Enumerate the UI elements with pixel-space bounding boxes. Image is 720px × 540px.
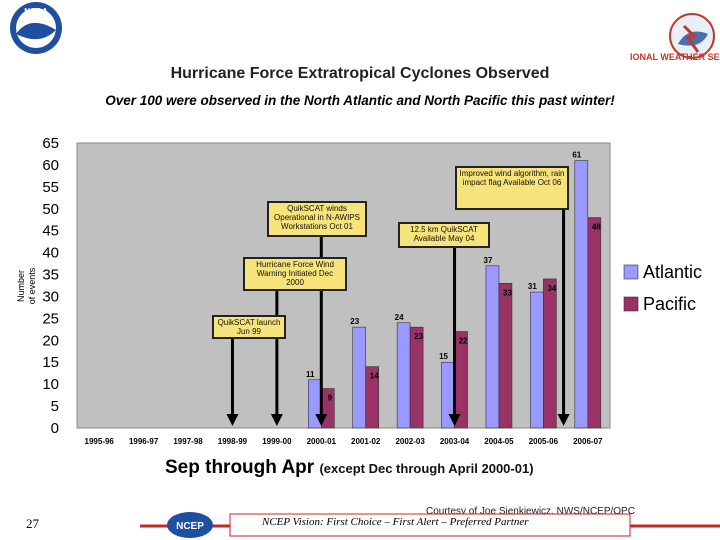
bar-pacific [543, 278, 557, 429]
data-label: 34 [547, 284, 556, 293]
bar-atlantic [530, 291, 544, 429]
chart-subtitle: Over 100 were observed in the North Atla… [105, 93, 615, 108]
nws-logo: IONAL WEATHER SERV [630, 13, 720, 62]
x-tick-label: 2000-01 [307, 437, 337, 446]
annotation-box: Hurricane Force Wind Warning Initiated D… [243, 257, 347, 291]
data-label: 33 [503, 288, 512, 297]
x-axis-label-note: (except Dec through April 2000-01) [319, 461, 534, 476]
annotation-box: Improved wind algorithm, rain impact fla… [455, 166, 569, 210]
bar-atlantic [396, 322, 411, 429]
y-tick-label: 10 [42, 376, 59, 393]
x-tick-label: 2004-05 [484, 437, 514, 446]
y-tick-label: 45 [42, 223, 59, 240]
x-tick-label: 2006-07 [573, 437, 603, 446]
legend-swatch-pacific [623, 296, 639, 312]
annotation-box: QuikSCAT winds Operational in N-AWIPS Wo… [267, 201, 367, 237]
y-tick-label: 25 [42, 310, 59, 327]
data-label: 24 [395, 313, 404, 322]
data-label: 14 [370, 372, 379, 381]
y-tick-label: 65 [42, 135, 59, 152]
y-tick-label: 20 [42, 332, 59, 349]
y-tick-label: 60 [42, 157, 59, 174]
ncep-logo-text: NCEP [176, 521, 204, 532]
annotation-arrowhead [226, 414, 239, 426]
bar-atlantic [485, 265, 500, 429]
annotation-arrowhead [270, 414, 283, 426]
annotation-arrowhead [557, 414, 570, 426]
annotation-arrowhead [315, 414, 328, 426]
y-tick-label: 15 [42, 354, 59, 371]
data-label: 15 [439, 352, 448, 361]
annotation-arrowhead [448, 414, 461, 426]
footer-bar [140, 513, 720, 537]
legend-label-pacific: Pacific [643, 294, 696, 314]
ncep-logo: NCEP [167, 512, 213, 538]
x-tick-label: 1995-96 [85, 437, 115, 446]
x-tick-label: 2001-02 [351, 437, 381, 446]
legend-swatch-atlantic [623, 264, 639, 280]
data-label: 11 [306, 370, 315, 379]
data-label: 61 [572, 151, 581, 160]
annotation-box: 12.5 km QuikSCAT Available May 04 [398, 222, 490, 248]
data-label: 31 [528, 282, 537, 291]
courtesy-text: Courtesy of Joe Sienkiewicz, NWS/NCEP/OP… [426, 506, 635, 517]
x-tick-label: 2005-06 [529, 437, 559, 446]
x-tick-label: 2003-04 [440, 437, 470, 446]
x-tick-label: 1998-99 [218, 437, 248, 446]
chart-title: Hurricane Force Extratropical Cyclones O… [170, 65, 550, 82]
bar-pacific [454, 331, 468, 429]
data-label: 22 [459, 337, 468, 346]
data-label: 23 [414, 332, 423, 341]
noaa-logo: NOAA [10, 2, 62, 54]
data-label: 48 [592, 223, 601, 232]
chart: 0 5 10 15 20 25 30 35 40 45 50 55 60 65 Numberof event… [16, 135, 702, 446]
nws-logo-text: IONAL WEATHER SERV [630, 52, 720, 62]
legend-label-atlantic: Atlantic [643, 262, 702, 282]
bar-pacific [498, 283, 513, 429]
y-axis-label: Numberof events [16, 267, 37, 304]
x-tick-label: 2002-03 [395, 437, 425, 446]
bar-pacific [587, 217, 602, 429]
y-tick-label: 35 [42, 267, 59, 284]
x-tick-label: 1996-97 [129, 437, 159, 446]
bar-pacific [365, 366, 380, 429]
x-tick-label: 1997-98 [173, 437, 203, 446]
y-tick-label: 50 [42, 201, 59, 218]
x-axis-label-text: Sep through Apr [165, 457, 315, 478]
noaa-logo-text: NOAA [24, 7, 48, 16]
bar-pacific [409, 326, 424, 429]
annotation-box: QuikSCAT launch Jun 99 [212, 315, 286, 339]
y-tick-label: 55 [42, 179, 59, 196]
x-axis-label: Sep through Apr (except Dec through Apri… [165, 457, 534, 479]
vision-statement: NCEP Vision: First Choice – First Alert … [262, 516, 529, 528]
y-tick-label: 30 [42, 288, 59, 305]
x-tick-label: 1999-00 [262, 437, 292, 446]
data-label: 37 [484, 256, 493, 265]
bar-atlantic [352, 326, 367, 429]
y-tick-label: 5 [51, 398, 59, 415]
y-tick-label: 0 [51, 420, 59, 437]
data-label: 9 [328, 394, 333, 403]
data-label: 23 [350, 317, 359, 326]
bar-atlantic [574, 160, 589, 429]
y-tick-label: 40 [42, 245, 59, 262]
page-number: 27 [26, 516, 39, 531]
